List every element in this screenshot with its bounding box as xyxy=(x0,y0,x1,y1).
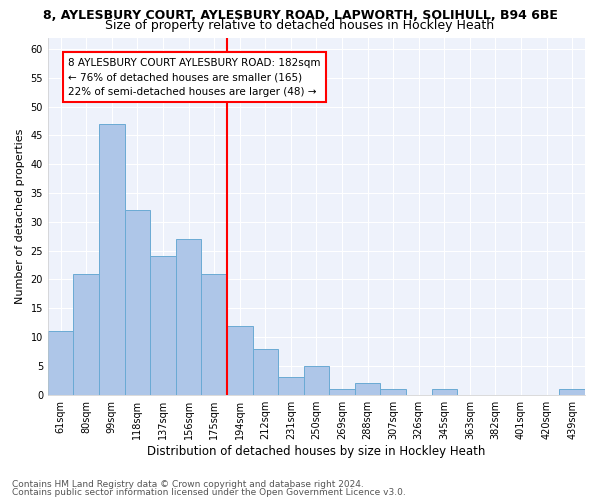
Bar xyxy=(125,210,150,394)
Bar xyxy=(48,332,73,394)
Y-axis label: Number of detached properties: Number of detached properties xyxy=(15,128,25,304)
Bar xyxy=(380,389,406,394)
Bar xyxy=(329,389,355,394)
Bar xyxy=(73,274,99,394)
Bar xyxy=(559,389,585,394)
Text: Contains HM Land Registry data © Crown copyright and database right 2024.: Contains HM Land Registry data © Crown c… xyxy=(12,480,364,489)
Bar xyxy=(253,348,278,395)
Bar xyxy=(278,378,304,394)
Bar xyxy=(202,274,227,394)
Bar xyxy=(431,389,457,394)
Bar xyxy=(150,256,176,394)
Bar xyxy=(304,366,329,394)
X-axis label: Distribution of detached houses by size in Hockley Heath: Distribution of detached houses by size … xyxy=(147,444,485,458)
Text: 8 AYLESBURY COURT AYLESBURY ROAD: 182sqm
← 76% of detached houses are smaller (1: 8 AYLESBURY COURT AYLESBURY ROAD: 182sqm… xyxy=(68,58,321,98)
Bar xyxy=(355,383,380,394)
Text: 8, AYLESBURY COURT, AYLESBURY ROAD, LAPWORTH, SOLIHULL, B94 6BE: 8, AYLESBURY COURT, AYLESBURY ROAD, LAPW… xyxy=(43,9,557,22)
Bar xyxy=(227,326,253,394)
Text: Size of property relative to detached houses in Hockley Heath: Size of property relative to detached ho… xyxy=(106,19,494,32)
Bar xyxy=(99,124,125,394)
Text: Contains public sector information licensed under the Open Government Licence v3: Contains public sector information licen… xyxy=(12,488,406,497)
Bar xyxy=(176,239,202,394)
